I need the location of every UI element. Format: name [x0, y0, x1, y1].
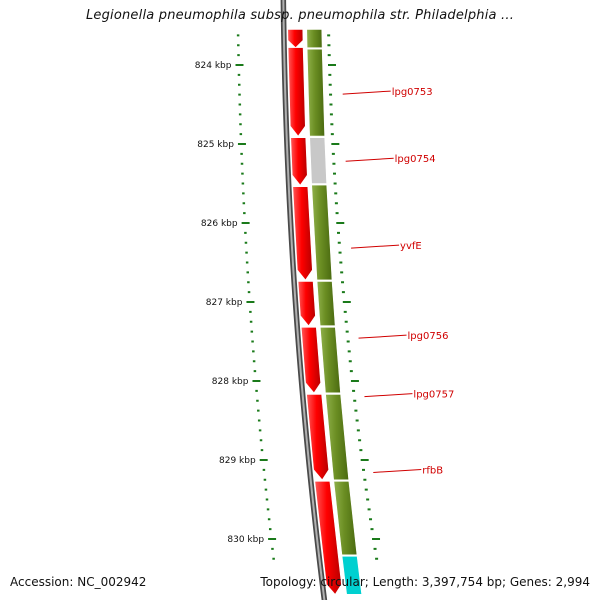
forward-strand-track	[306, 29, 363, 595]
gene-leader-line	[345, 157, 394, 162]
forward-feature	[341, 556, 363, 595]
ruler-ticks: 824 kbp 825 kbp 826 kbp 827 kbp 828 kbp 829 k…	[195, 34, 381, 560]
gene-label: yvfE	[400, 241, 422, 252]
forward-feature	[325, 394, 350, 481]
tick-label: 826 kbp	[201, 219, 238, 229]
backbone-ring	[280, 0, 328, 600]
gene-label: lpg0754	[395, 154, 436, 165]
tick-label: 827 kbp	[206, 298, 243, 308]
forward-feature	[316, 281, 336, 327]
gene-leader-line	[351, 244, 400, 249]
reverse-strand-track	[287, 29, 342, 595]
reverse-feature	[306, 394, 329, 481]
tick-label: 830 kbp	[227, 535, 264, 545]
reverse-feature	[287, 47, 306, 137]
gene-label: lpg0756	[408, 331, 449, 342]
reverse-feature	[292, 186, 313, 281]
gene-leader-line	[358, 334, 407, 339]
reverse-feature	[300, 326, 321, 394]
gene-labels: lpg0753 lpg0754 yvfE lpg0756 lpg0757 rfbB	[342, 87, 454, 476]
tick-label: 825 kbp	[197, 140, 234, 150]
forward-feature	[319, 326, 341, 394]
gene-leader-line	[364, 393, 413, 398]
reverse-feature	[290, 137, 308, 186]
gene-leader-line	[373, 468, 422, 473]
forward-feature	[306, 48, 325, 137]
gene-label: lpg0753	[392, 87, 433, 98]
backbone-highlight	[282, 0, 326, 600]
reverse-feature	[314, 481, 342, 595]
tick-label: 829 kbp	[219, 456, 256, 466]
map-title: Legionella pneumophila subsp. pneumophil…	[85, 8, 515, 23]
tick-label: 828 kbp	[212, 377, 249, 387]
forward-feature	[311, 184, 333, 281]
reverse-feature	[297, 281, 316, 327]
genome-summary-text: Topology: circular; Length: 3,397,754 bp…	[260, 575, 590, 589]
gene-leader-line	[342, 90, 391, 95]
accession-text: Accession: NC_002942	[10, 575, 147, 589]
tick-label: 824 kbp	[195, 61, 232, 71]
forward-feature	[306, 29, 323, 48]
gene-label: lpg0757	[413, 390, 454, 401]
forward-feature	[333, 481, 358, 556]
reverse-feature	[287, 29, 304, 49]
forward-feature	[309, 137, 327, 184]
gene-label: rfbB	[422, 465, 443, 476]
